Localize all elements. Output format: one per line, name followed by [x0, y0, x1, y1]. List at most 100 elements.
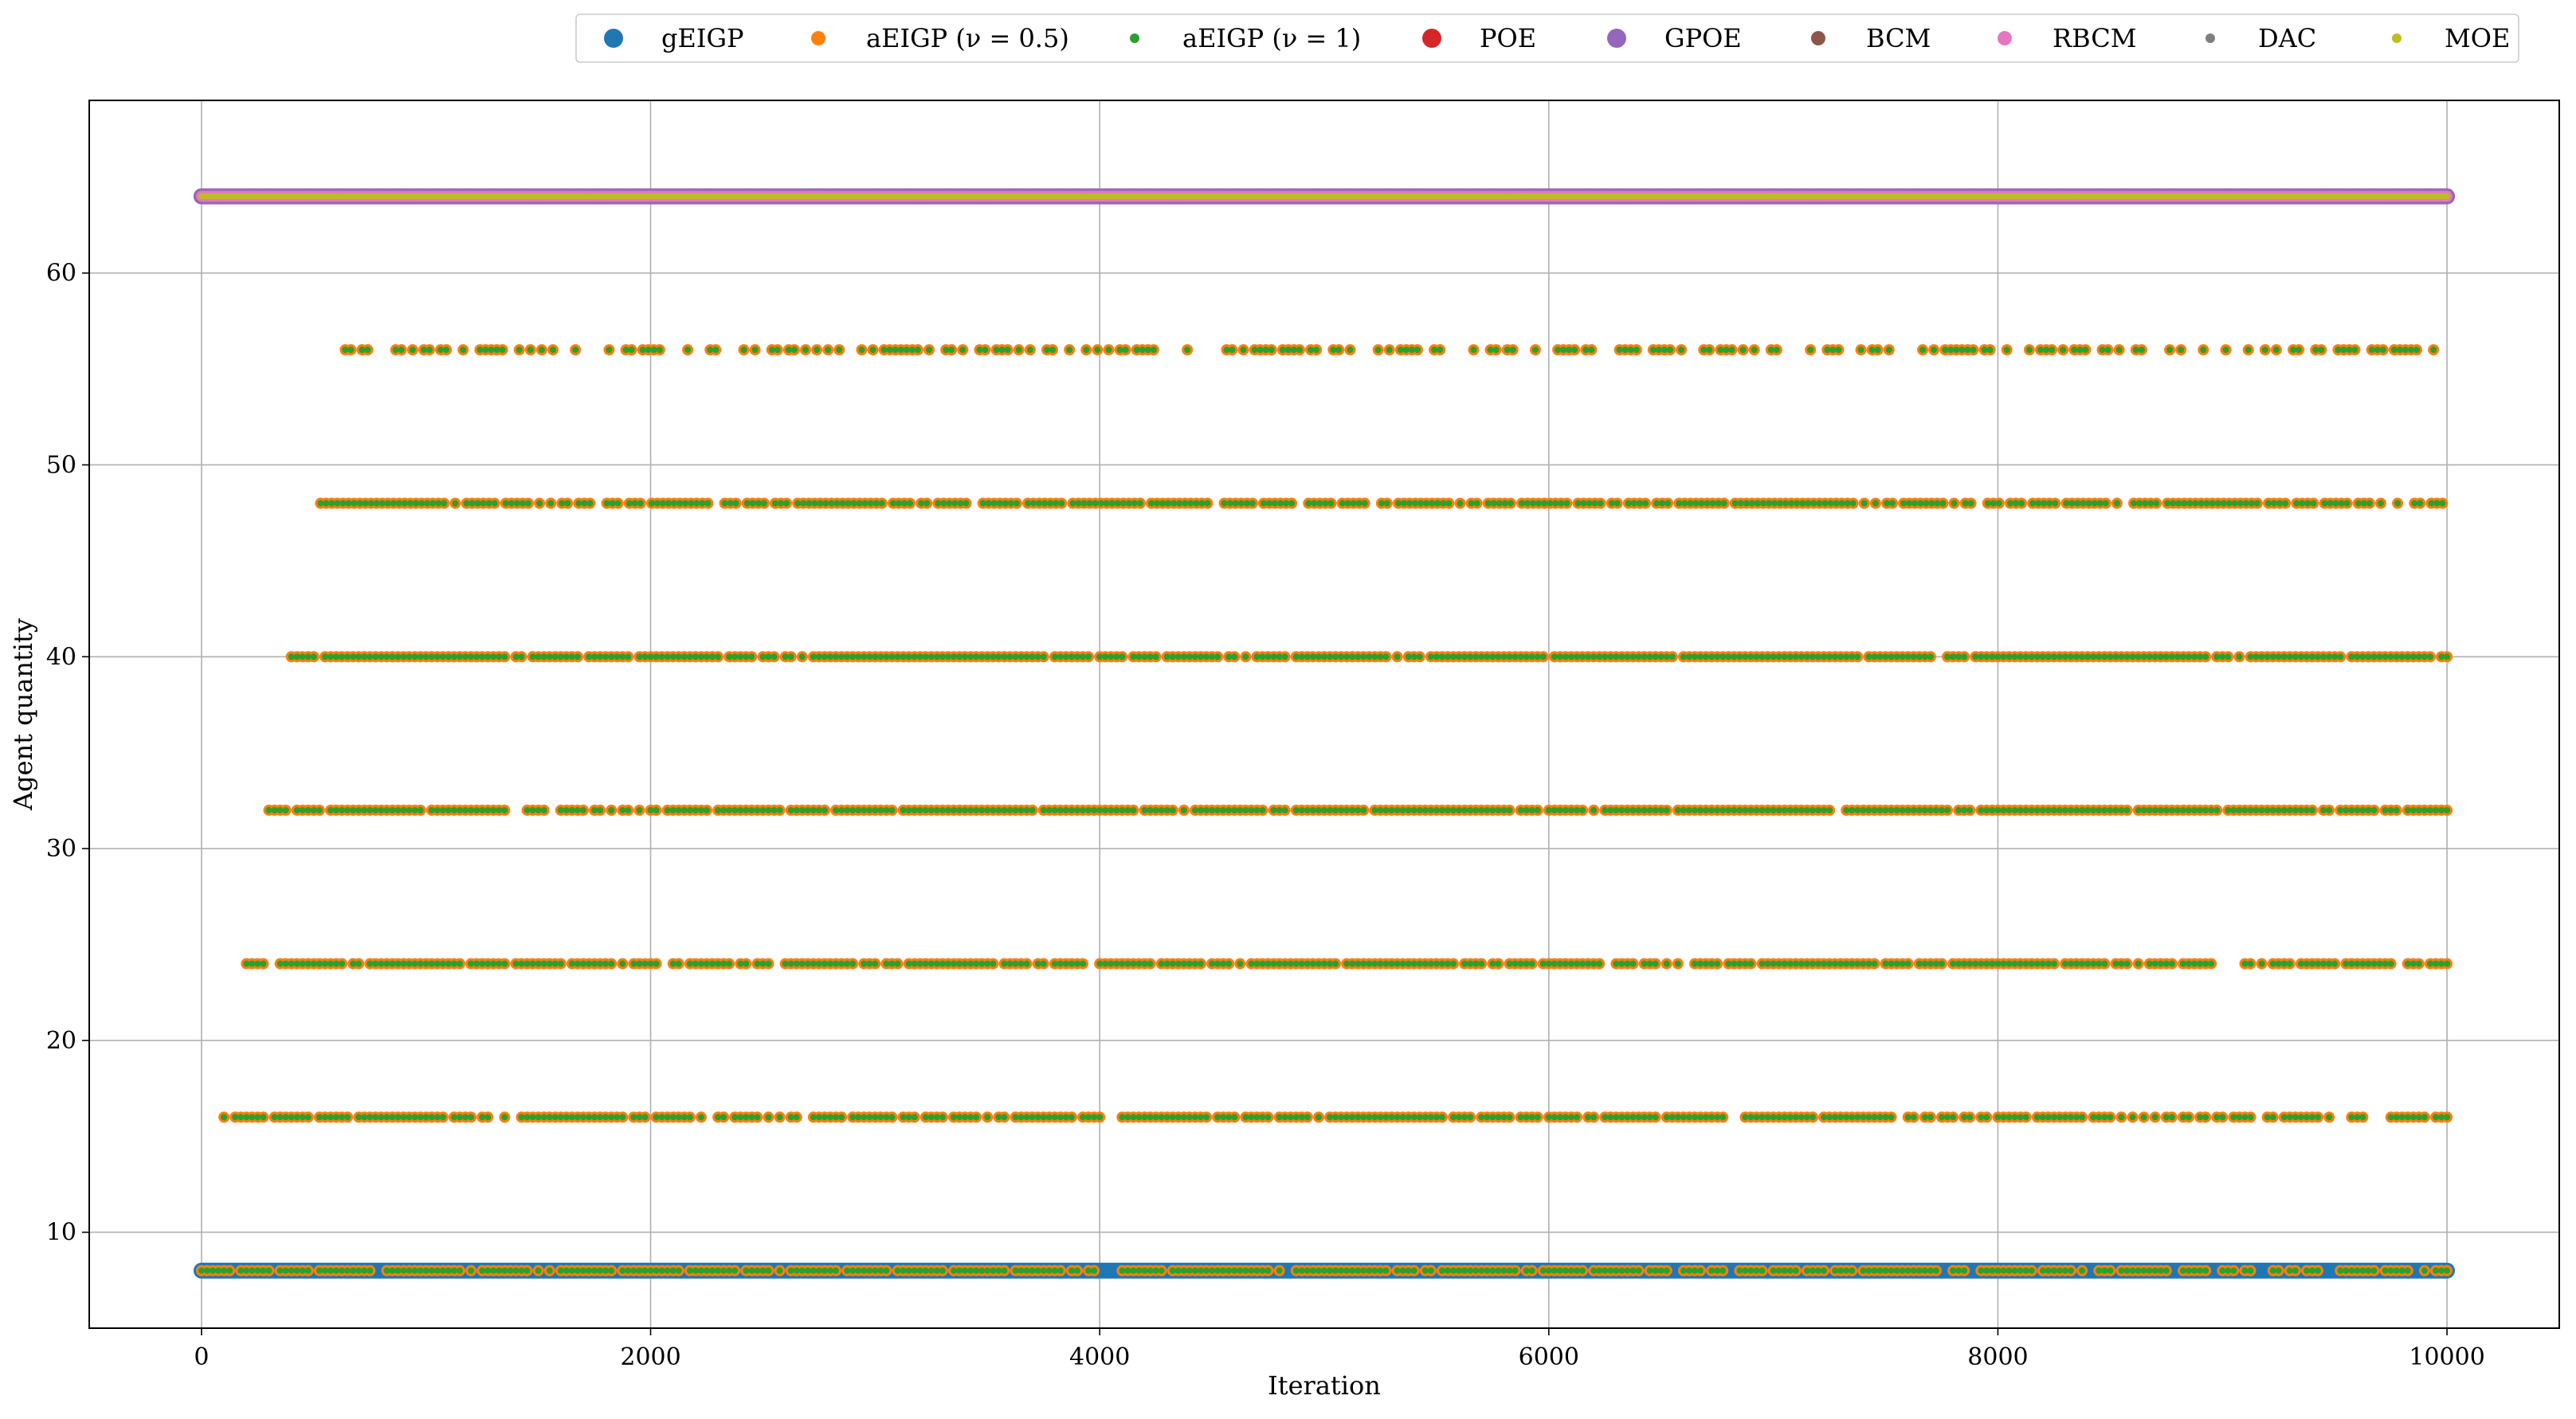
data-point: [260, 1268, 266, 1274]
data-point: [2343, 961, 2349, 967]
data-point: [2197, 1268, 2203, 1274]
data-point: [978, 1268, 985, 1274]
data-point: [413, 500, 419, 507]
data-point: [597, 961, 603, 967]
data-point: [2241, 1114, 2248, 1120]
data-point: [1338, 807, 1344, 813]
data-point: [1754, 653, 1760, 660]
data-point: [339, 961, 345, 967]
data-point: [794, 1268, 800, 1274]
data-point: [1119, 1114, 1125, 1120]
data-point: [2124, 653, 2131, 660]
data-point: [1759, 1268, 1766, 1274]
data-point: [1719, 1114, 1726, 1120]
data-point: [1607, 807, 1613, 813]
data-point: [877, 653, 884, 660]
data-point: [709, 653, 716, 660]
data-point: [1377, 961, 1383, 967]
data-point: [1119, 1268, 1125, 1274]
data-point: [845, 500, 852, 507]
data-point: [1922, 807, 1928, 813]
data-point: [649, 500, 655, 507]
data-point: [586, 1268, 592, 1274]
data-point: [715, 807, 721, 813]
data-point: [1966, 807, 1973, 813]
data-point: [1585, 653, 1591, 660]
data-point: [642, 653, 649, 660]
data-point: [1607, 1268, 1613, 1274]
data-point: [1624, 653, 1630, 660]
data-point: [1551, 1114, 1558, 1120]
data-point: [2029, 807, 2035, 813]
data-point: [1310, 653, 1316, 660]
data-point: [1321, 653, 1327, 660]
data-point: [1714, 1268, 1720, 1274]
data-point: [653, 1114, 660, 1120]
data-point: [722, 500, 728, 507]
data-point: [642, 1114, 649, 1120]
data-point: [1927, 807, 1934, 813]
data-point: [198, 1268, 205, 1274]
data-point: [1164, 1114, 1170, 1120]
data-point: [1776, 653, 1782, 660]
data-point: [1551, 807, 1558, 813]
data-point: [676, 961, 682, 967]
data-point: [1551, 653, 1558, 660]
data-point: [389, 1268, 395, 1274]
data-point: [1916, 1268, 1923, 1274]
data-point: [344, 653, 351, 660]
data-point: [1315, 807, 1322, 813]
data-point: [889, 961, 896, 967]
data-point: [849, 807, 856, 813]
data-point: [2405, 1268, 2411, 1274]
data-point: [759, 807, 766, 813]
data-point: [1332, 1114, 1339, 1120]
data-point: [1697, 961, 1704, 967]
data-point: [1355, 653, 1361, 660]
data-point: [614, 653, 620, 660]
data-point: [1371, 1268, 1378, 1274]
data-point: [2337, 1268, 2343, 1274]
data-point: [1983, 653, 1990, 660]
data-point: [2320, 653, 2327, 660]
data-point: [861, 807, 867, 813]
data-point: [2270, 653, 2276, 660]
data-point: [2444, 1114, 2450, 1120]
data-point: [574, 807, 581, 813]
data-point: [872, 1114, 878, 1120]
data-point: [2141, 1114, 2147, 1120]
data-point: [1422, 1268, 1429, 1274]
data-point: [496, 1268, 502, 1274]
data-point: [2062, 807, 2068, 813]
data-point: [1253, 807, 1260, 813]
data-point: [2416, 653, 2422, 660]
data-point: [445, 653, 452, 660]
data-point: [1961, 1114, 1967, 1120]
data-point: [2230, 807, 2237, 813]
data-point: [1602, 807, 1608, 813]
data-point: [462, 1114, 469, 1120]
data-point: [1153, 653, 1159, 660]
data-point: [2147, 653, 2153, 660]
data-point: [1972, 961, 1978, 967]
data-point: [626, 500, 633, 507]
data-point: [1237, 807, 1243, 813]
data-point: [1299, 807, 1305, 813]
data-point: [1523, 961, 1530, 967]
data-point: [2421, 807, 2428, 813]
data-point: [1939, 1114, 1945, 1120]
data-point: [2304, 653, 2310, 660]
data-point: [475, 500, 481, 507]
data-point: [418, 961, 424, 967]
data-point: [1703, 961, 1709, 967]
data-point: [462, 807, 469, 813]
data-point: [1142, 653, 1148, 660]
data-point: [838, 1114, 845, 1120]
data-point: [1102, 961, 1108, 967]
data-point: [457, 653, 463, 660]
data-point: [654, 500, 661, 507]
data-point: [1585, 1114, 1591, 1120]
data-point: [581, 500, 587, 507]
data-point: [2023, 961, 2029, 967]
data-point: [1770, 653, 1777, 660]
